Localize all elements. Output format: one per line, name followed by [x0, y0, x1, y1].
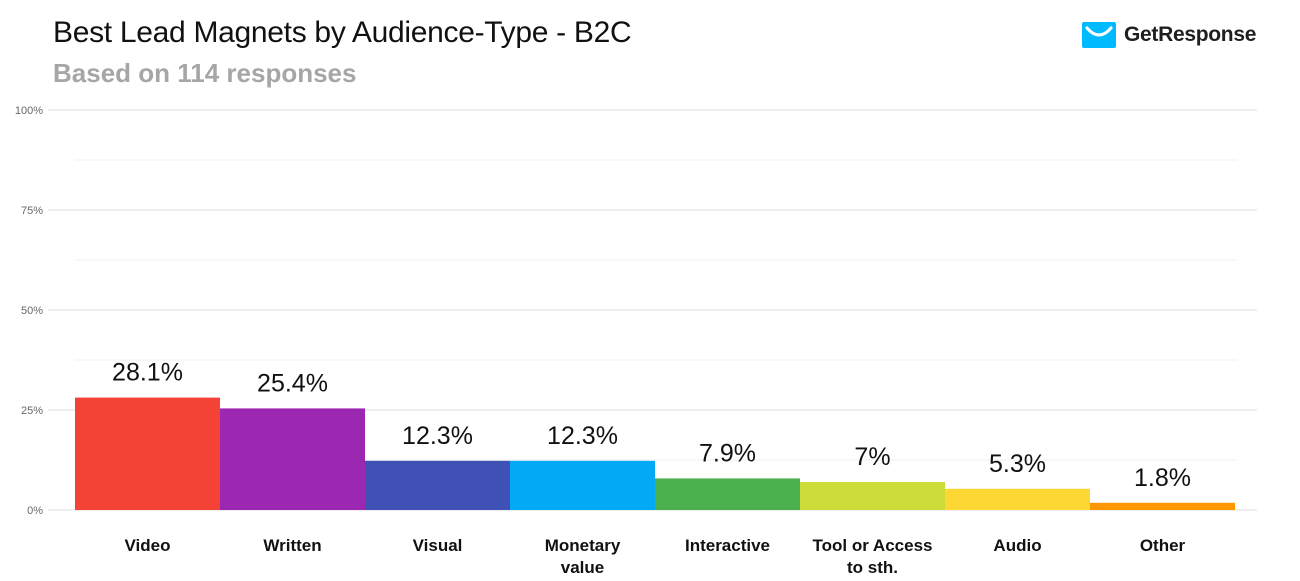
category-label-line: value — [561, 558, 604, 577]
data-label: 7.9% — [699, 439, 756, 467]
data-label: 12.3% — [402, 422, 473, 450]
data-label: 7% — [854, 443, 890, 471]
y-tick-label: 100% — [15, 105, 43, 117]
category-label: Visual — [413, 536, 463, 555]
category-label: Interactive — [685, 536, 770, 555]
y-tick-label: 25% — [21, 405, 43, 417]
envelope-smile-icon — [1082, 22, 1116, 48]
bar — [75, 397, 220, 510]
category-label-line: to sth. — [847, 558, 898, 577]
category-label-line: Audio — [993, 536, 1041, 555]
bar — [365, 460, 510, 510]
data-label: 5.3% — [989, 450, 1046, 478]
y-tick-label: 50% — [21, 305, 43, 317]
bar — [945, 488, 1090, 510]
category-label-line: Video — [125, 536, 171, 555]
y-tick-label: 75% — [21, 205, 43, 217]
getresponse-logo: GetResponse — [1082, 22, 1256, 48]
category-label-line: Tool or Access — [813, 536, 933, 555]
category-label: Monetary value — [545, 536, 621, 577]
data-label: 25.4% — [257, 369, 328, 397]
category-label: Other — [1140, 536, 1186, 555]
category-label: Tool or Access to sth. — [813, 536, 933, 577]
data-label: 1.8% — [1134, 464, 1191, 492]
bar — [1090, 502, 1235, 510]
category-label: Written — [263, 536, 321, 555]
bar — [220, 408, 365, 510]
category-label-line: Monetary — [545, 536, 621, 555]
category-label: Video — [125, 536, 171, 555]
data-label: 12.3% — [547, 422, 618, 450]
category-label-line: Written — [263, 536, 321, 555]
bar — [800, 482, 945, 510]
bar — [510, 460, 655, 510]
y-tick-label: 0% — [27, 505, 43, 517]
category-label: Audio — [993, 536, 1041, 555]
data-label: 28.1% — [112, 359, 183, 387]
chart-title: Best Lead Magnets by Audience-Type - B2C — [53, 16, 632, 49]
brand-name: GetResponse — [1124, 23, 1257, 46]
chart-subtitle: Based on 114 responses — [53, 58, 357, 88]
bar — [655, 478, 800, 510]
category-label-line: Visual — [413, 536, 463, 555]
category-label-line: Interactive — [685, 536, 770, 555]
category-label-line: Other — [1140, 536, 1186, 555]
